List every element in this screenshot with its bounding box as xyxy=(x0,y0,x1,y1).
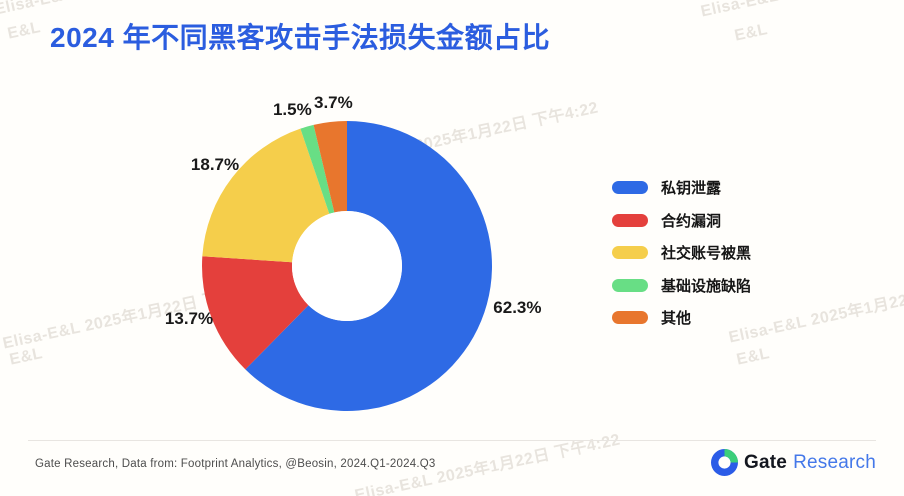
legend-label-3: 基础设施缺陷 xyxy=(661,277,752,295)
page-title: 2024 年不同黑客攻击手法损失金额占比 xyxy=(50,22,551,53)
legend-swatch-3 xyxy=(612,278,648,292)
slice-value-label-3: 1.5% xyxy=(272,99,312,119)
data-source-note: Gate Research, Data from: Footprint Anal… xyxy=(35,458,436,470)
donut-slice-2 xyxy=(202,128,330,263)
chart-legend: 私钥泄露合约漏洞社交账号被黑 基础设施缺陷 其他 xyxy=(612,180,751,327)
gate-research-logo: Gate Research xyxy=(711,449,876,476)
legend-label-0: 私钥泄露 xyxy=(661,180,722,198)
legend-label-1: 合约漏洞 xyxy=(661,212,722,230)
slice-value-label-0: 62.3% xyxy=(493,297,542,317)
research-logo-text: Research xyxy=(793,451,876,473)
slice-value-label-2: 18.7% xyxy=(190,154,240,174)
gate-logo-wordmark: Gate xyxy=(744,451,788,473)
donut-chart-svg xyxy=(202,121,492,411)
slice-value-label-1: 13.7% xyxy=(164,309,214,329)
legend-item-0: 私钥泄露 xyxy=(612,180,751,197)
legend-swatch-2 xyxy=(612,246,648,260)
donut-hole xyxy=(292,211,402,321)
legend-swatch-0 xyxy=(612,181,648,195)
legend-swatch-4 xyxy=(612,311,648,325)
legend-swatch-1 xyxy=(612,213,648,227)
donut-chart: 62.3% 13.7% 18.7% 1.5% 3.7% xyxy=(157,76,542,456)
donut-slice-4 xyxy=(313,121,347,213)
slice-value-label-4: 3.7% xyxy=(314,93,353,113)
legend-item-4: 其他 xyxy=(612,310,751,327)
legend-item-2: 社交账号被黑 xyxy=(612,245,751,262)
legend-label-4: 其他 xyxy=(661,310,692,328)
legend-label-2: 社交账号被黑 xyxy=(661,245,752,263)
donut-slice-0 xyxy=(245,121,492,411)
gate-logo-icon xyxy=(711,449,739,476)
donut-slice-1 xyxy=(202,256,309,370)
legend-item-1: 合约漏洞 xyxy=(612,213,751,230)
donut-slice-3 xyxy=(300,124,335,214)
footer-divider xyxy=(28,440,876,441)
legend-item-3: 基础设施缺陷 xyxy=(612,278,751,295)
